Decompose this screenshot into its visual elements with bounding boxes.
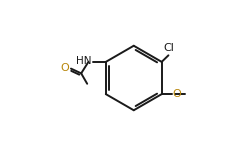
Text: HN: HN — [76, 56, 91, 66]
Text: Cl: Cl — [163, 43, 174, 53]
Text: O: O — [60, 63, 69, 73]
Text: O: O — [172, 89, 180, 99]
